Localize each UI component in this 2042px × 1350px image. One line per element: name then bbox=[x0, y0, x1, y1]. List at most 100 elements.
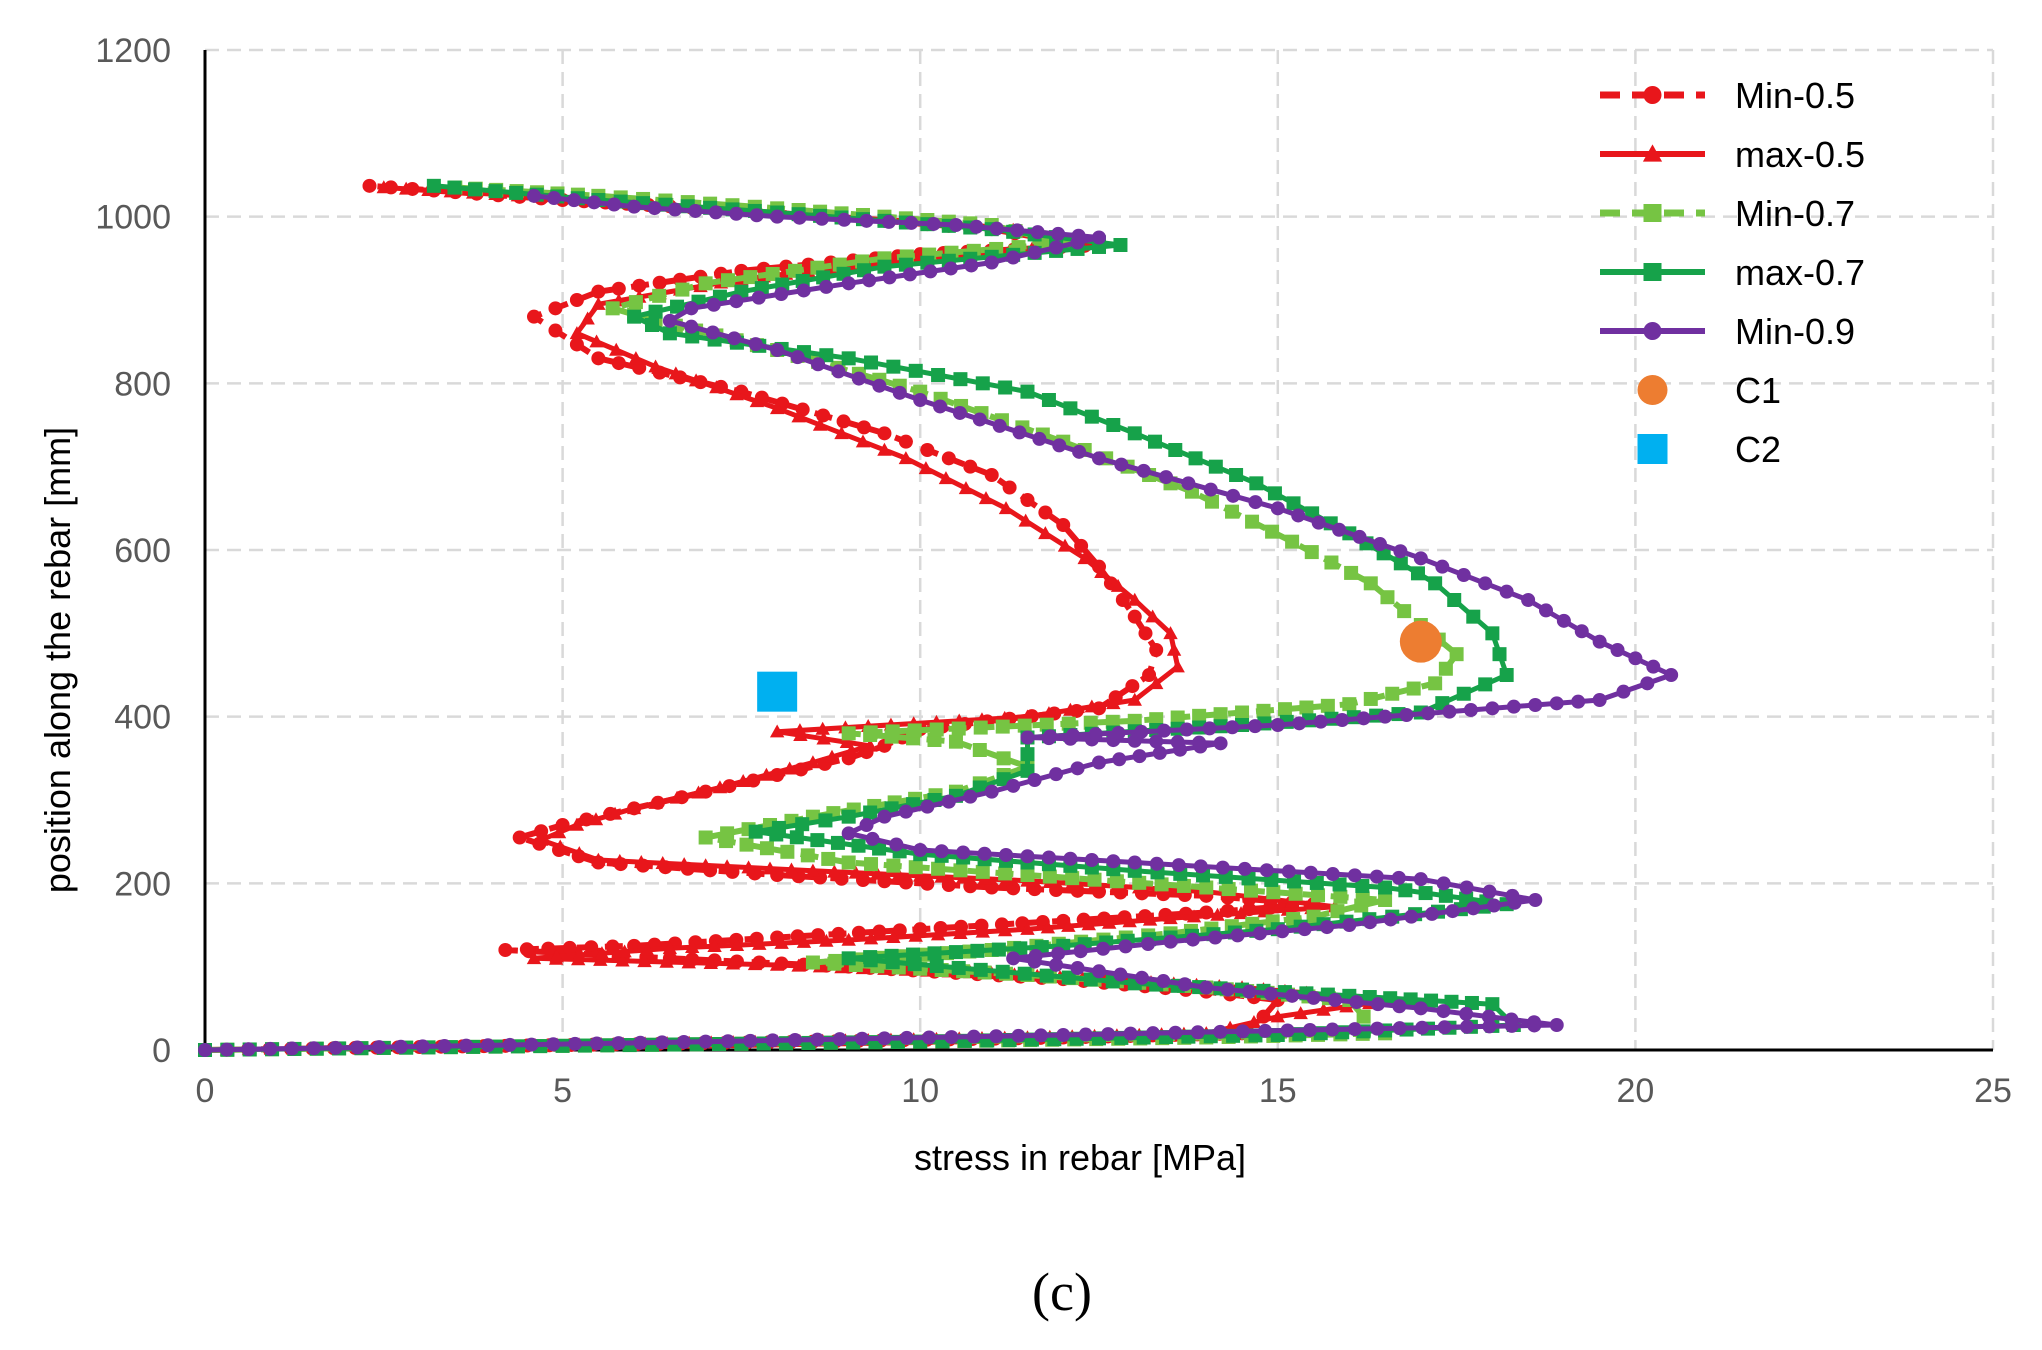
data-point bbox=[810, 1032, 825, 1047]
data-point bbox=[1235, 705, 1250, 720]
data-point bbox=[1449, 647, 1464, 662]
data-point bbox=[973, 962, 988, 977]
data-point bbox=[1141, 937, 1156, 952]
data-point bbox=[553, 839, 568, 853]
data-point bbox=[973, 720, 988, 735]
data-point bbox=[1192, 708, 1207, 723]
data-point bbox=[1199, 980, 1214, 995]
data-point bbox=[1112, 752, 1127, 767]
data-point bbox=[989, 221, 1004, 236]
data-point bbox=[398, 181, 414, 195]
data-point bbox=[1061, 970, 1076, 985]
data-point bbox=[1113, 967, 1128, 982]
data-point bbox=[1074, 538, 1089, 553]
data-point bbox=[607, 806, 623, 820]
legend-label: max-0.5 bbox=[1735, 134, 1865, 175]
data-point bbox=[1221, 882, 1236, 897]
data-point bbox=[1006, 250, 1021, 265]
data-point bbox=[1012, 425, 1027, 440]
data-point bbox=[512, 830, 527, 845]
data-point bbox=[759, 841, 774, 856]
legend-label: C2 bbox=[1735, 429, 1781, 470]
data-point bbox=[1299, 700, 1314, 715]
data-point bbox=[393, 1039, 408, 1054]
data-point bbox=[948, 734, 963, 749]
data-point bbox=[676, 857, 692, 871]
data-point bbox=[931, 368, 946, 382]
data-point bbox=[749, 208, 764, 223]
data-point bbox=[637, 954, 652, 968]
data-point bbox=[1027, 245, 1042, 260]
legend-entry: Min-0.7 bbox=[1600, 193, 1855, 234]
data-point bbox=[1391, 870, 1406, 885]
data-point bbox=[534, 824, 549, 839]
data-point bbox=[975, 376, 990, 391]
data-point bbox=[609, 342, 624, 356]
data-point bbox=[589, 334, 604, 348]
data-point bbox=[920, 799, 935, 814]
data-point bbox=[1213, 707, 1228, 722]
data-point bbox=[791, 958, 806, 972]
data-point bbox=[859, 818, 874, 832]
data-point bbox=[788, 1033, 803, 1047]
data-point bbox=[1127, 592, 1142, 606]
data-point bbox=[1445, 904, 1460, 919]
data-point bbox=[1185, 932, 1200, 947]
data-point bbox=[655, 856, 670, 870]
data-point bbox=[1420, 706, 1435, 721]
data-point bbox=[1179, 722, 1194, 737]
data-point bbox=[1466, 901, 1481, 916]
data-point bbox=[1459, 1006, 1474, 1021]
data-point bbox=[569, 817, 585, 831]
legend-entry: Min-0.9 bbox=[1600, 311, 1855, 352]
data-point bbox=[782, 761, 797, 775]
data-point bbox=[1077, 551, 1092, 565]
data-point bbox=[841, 932, 856, 946]
data-point bbox=[975, 924, 990, 938]
data-point bbox=[1610, 643, 1625, 657]
data-point bbox=[648, 795, 663, 809]
data-point bbox=[1424, 906, 1439, 921]
data-point bbox=[944, 1030, 959, 1045]
data-point bbox=[841, 726, 856, 741]
legend-marker bbox=[1643, 204, 1662, 222]
data-point bbox=[1342, 918, 1357, 932]
data-point bbox=[805, 863, 821, 877]
data-point bbox=[1270, 501, 1285, 516]
data-point bbox=[1181, 476, 1196, 491]
data-point bbox=[1056, 1028, 1071, 1042]
data-point bbox=[1257, 904, 1272, 918]
data-point bbox=[951, 721, 966, 736]
data-point bbox=[1436, 876, 1451, 891]
data-point bbox=[588, 812, 604, 826]
data-point bbox=[725, 956, 741, 970]
data-point bbox=[830, 835, 845, 850]
data-point bbox=[1399, 708, 1414, 722]
data-point bbox=[541, 941, 556, 956]
data-point bbox=[948, 945, 963, 960]
data-point bbox=[1506, 699, 1521, 714]
data-point bbox=[547, 191, 562, 205]
data-point bbox=[1369, 869, 1384, 884]
data-point bbox=[1057, 538, 1073, 552]
data-point bbox=[1347, 868, 1362, 883]
data-point bbox=[1325, 1022, 1340, 1037]
data-point bbox=[908, 928, 923, 942]
legend-label: Min-0.5 bbox=[1735, 75, 1855, 116]
data-point bbox=[1252, 926, 1267, 941]
data-point bbox=[648, 359, 663, 373]
legend-entry: Min-0.5 bbox=[1600, 75, 1855, 116]
data-point bbox=[770, 343, 785, 357]
data-point bbox=[1092, 451, 1106, 466]
data-point bbox=[1127, 855, 1142, 870]
data-point bbox=[1122, 914, 1137, 928]
data-point bbox=[1142, 668, 1157, 682]
data-point bbox=[1237, 861, 1252, 876]
data-point bbox=[648, 304, 663, 319]
data-point bbox=[972, 412, 987, 427]
data-point bbox=[1556, 613, 1571, 628]
data-point bbox=[836, 414, 851, 429]
data-point bbox=[667, 202, 682, 217]
data-point bbox=[1118, 939, 1133, 954]
data-point bbox=[1304, 545, 1319, 560]
